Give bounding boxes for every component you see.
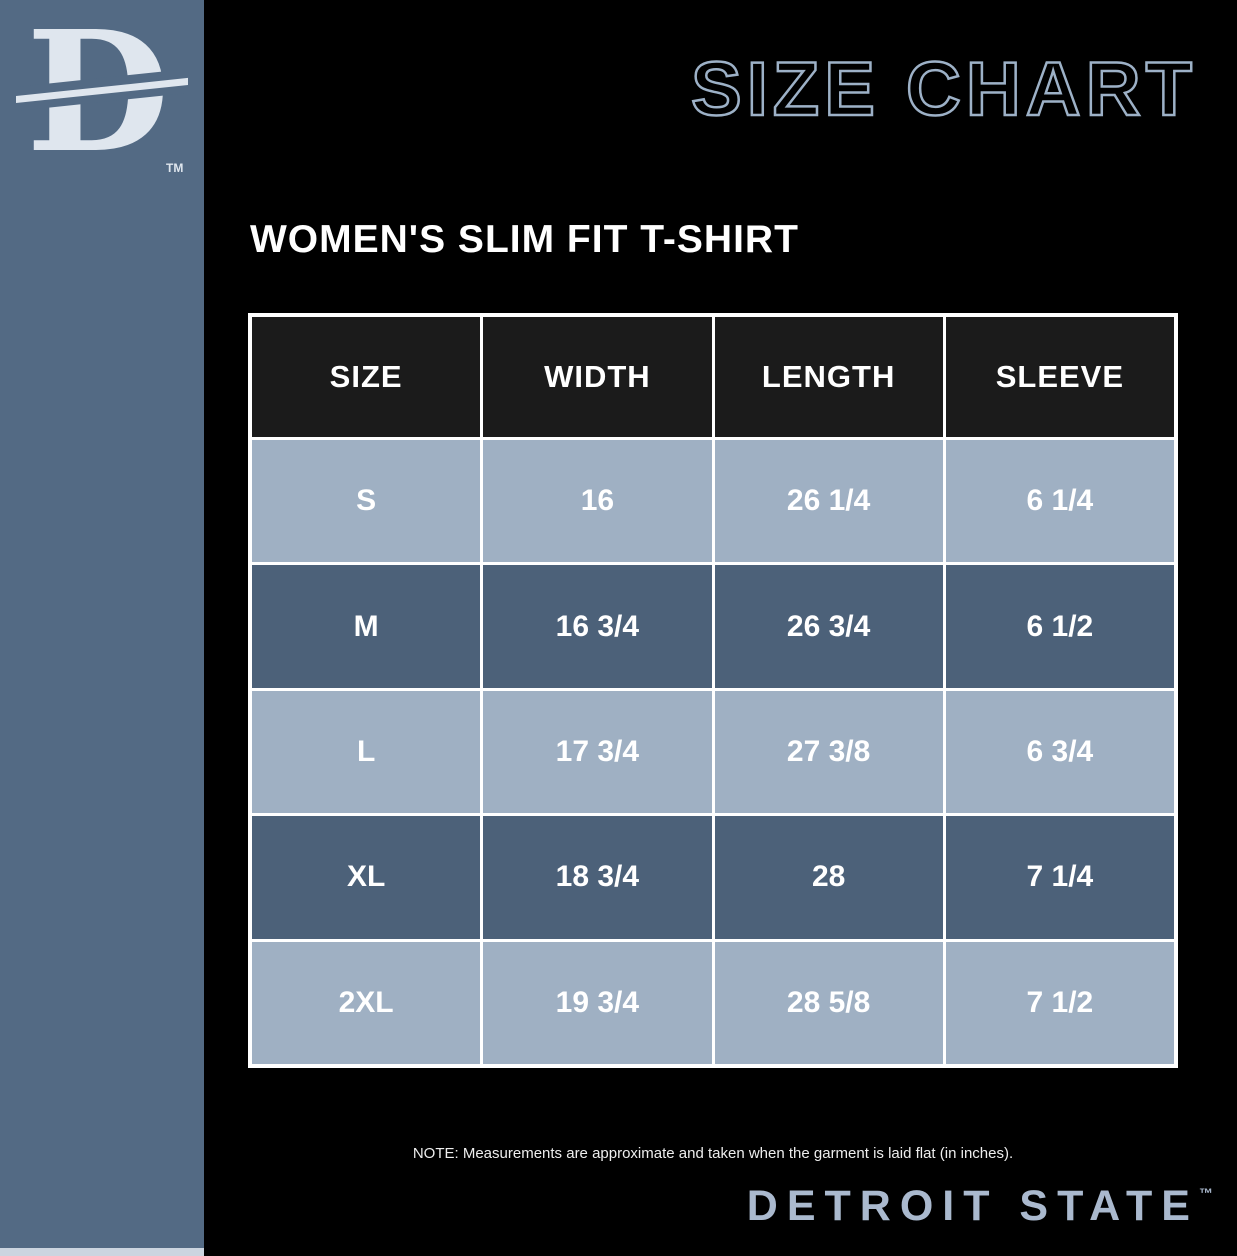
- header-cell-length: LENGTH: [714, 317, 943, 437]
- brand-wordmark-text: DETROIT STATE: [746, 1182, 1199, 1230]
- page-title: SIZE CHART: [690, 46, 1197, 134]
- table-cell: 6 1/2: [945, 565, 1174, 688]
- brand-logo: D TM: [2, 0, 201, 190]
- table-cell: 7 1/2: [945, 941, 1174, 1064]
- table-cell: 16: [483, 440, 712, 563]
- table-cell: 17 3/4: [483, 690, 712, 814]
- table-cell: 26 1/4: [714, 440, 943, 563]
- product-name: WOMEN'S SLIM FIT T-SHIRT: [250, 218, 799, 261]
- sidebar-bottom-strip: [0, 1248, 204, 1256]
- logo-tm: TM: [166, 161, 183, 175]
- table-cell: 7 1/4: [945, 816, 1174, 939]
- brand-tm: ™: [1199, 1185, 1213, 1201]
- table-cell: 28 5/8: [714, 941, 943, 1064]
- table-cell: XL: [252, 816, 481, 939]
- table-cell: 2XL: [252, 941, 481, 1064]
- table-cell: 16 3/4: [483, 565, 712, 688]
- measurement-note: NOTE: Measurements are approximate and t…: [412, 1145, 1014, 1162]
- table-cell: 18 3/4: [483, 816, 712, 939]
- table-cell: 6 3/4: [945, 690, 1174, 814]
- table-cell: 26 3/4: [714, 565, 943, 688]
- brand-wordmark: DETROIT STATE™: [747, 1182, 1213, 1231]
- header-cell-sleeve: SLEEVE: [945, 317, 1174, 437]
- table-cell: 6 1/4: [945, 440, 1174, 563]
- header-cell-size: SIZE: [252, 317, 481, 437]
- table-cell: 27 3/8: [714, 690, 943, 814]
- sidebar-stripe: D TM: [0, 0, 204, 1256]
- table-cell: M: [252, 565, 481, 688]
- table-cell: S: [252, 440, 481, 563]
- header-cell-width: WIDTH: [483, 317, 712, 437]
- table-cell: 28: [714, 816, 943, 939]
- table-cell: 19 3/4: [483, 941, 712, 1064]
- brand-logo-d-icon: D TM: [2, 0, 201, 190]
- size-table: SIZE WIDTH LENGTH SLEEVE S 16 26 1/4 6 1…: [248, 313, 1178, 1068]
- logo-slash: [2, 67, 201, 113]
- table-cell: L: [252, 690, 481, 814]
